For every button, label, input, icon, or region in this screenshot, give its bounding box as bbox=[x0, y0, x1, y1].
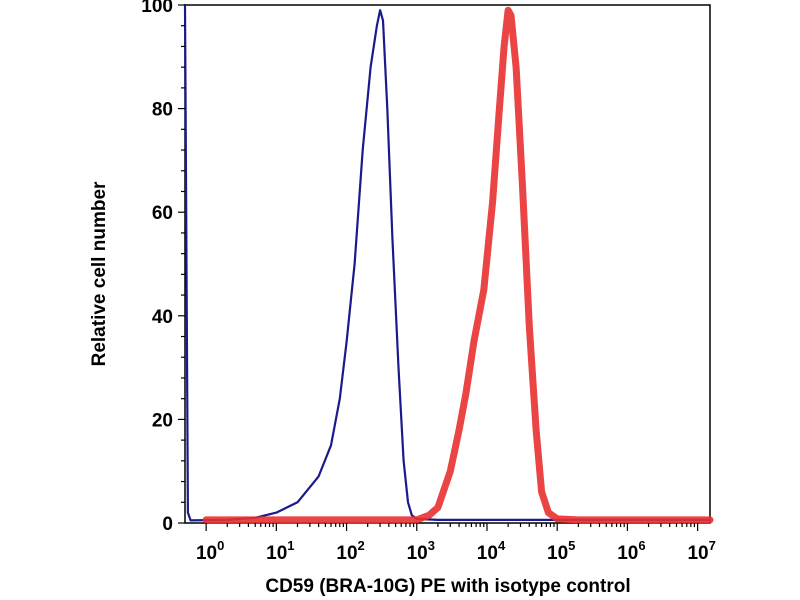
y-tick-label: 60 bbox=[152, 203, 173, 224]
x-tick-label: 104 bbox=[477, 538, 506, 564]
ticks: 0 20 40 60 80 100 100 101 102 103 104 105 106 107 bbox=[141, 0, 716, 564]
series-cd59-line bbox=[202, 6, 714, 524]
x-tick-label: 106 bbox=[617, 538, 645, 564]
x-tick-label: 103 bbox=[407, 538, 435, 564]
series-isotype-line bbox=[183, 3, 712, 522]
plot-frame bbox=[184, 4, 711, 524]
series-layer bbox=[183, 3, 714, 524]
y-tick-label: 20 bbox=[152, 410, 173, 431]
x-tick-label: 102 bbox=[336, 538, 364, 564]
y-tick-label: 100 bbox=[141, 0, 173, 17]
y-tick-label: 80 bbox=[152, 100, 173, 121]
axes bbox=[184, 4, 711, 524]
x-tick-label: 101 bbox=[266, 538, 294, 564]
y-tick-label: 40 bbox=[152, 307, 173, 328]
x-tick-label: 107 bbox=[687, 538, 715, 564]
y-tick-label: 0 bbox=[162, 514, 173, 535]
x-tick-label: 100 bbox=[196, 538, 224, 564]
y-axis-title: Relative cell number bbox=[89, 181, 110, 366]
x-axis-title: CD59 (BRA-10G) PE with isotype control bbox=[265, 576, 630, 597]
x-tick-label: 105 bbox=[547, 538, 575, 564]
